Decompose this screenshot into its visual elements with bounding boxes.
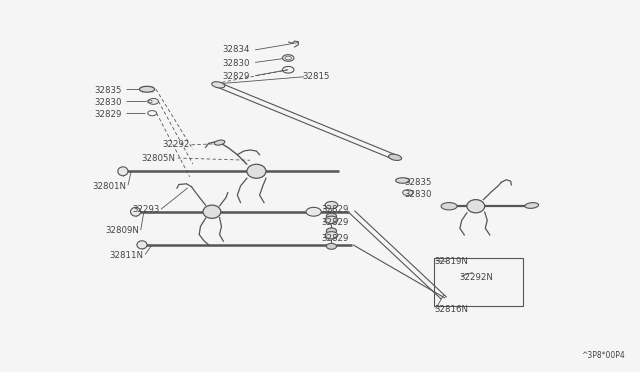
Text: 32829: 32829 [321,234,349,243]
Text: 32829: 32829 [321,205,349,214]
Ellipse shape [525,203,539,208]
Text: 32815: 32815 [302,72,330,81]
Ellipse shape [212,82,225,88]
Ellipse shape [137,241,147,249]
Text: 32292: 32292 [163,140,189,149]
Ellipse shape [441,202,457,210]
Circle shape [326,243,337,249]
Circle shape [326,213,337,219]
Ellipse shape [203,205,221,218]
Text: 32819N: 32819N [435,257,468,266]
Text: 32830: 32830 [94,98,122,107]
Text: 32293: 32293 [132,205,160,214]
Text: 32835: 32835 [404,178,431,187]
Ellipse shape [247,164,266,178]
Text: 32805N: 32805N [141,154,175,163]
Text: 32829: 32829 [94,110,122,119]
Text: ^3P8*00P4: ^3P8*00P4 [582,352,625,360]
Ellipse shape [388,154,401,160]
Text: 32816N: 32816N [435,305,468,314]
Circle shape [306,207,321,216]
Text: 32830: 32830 [223,60,250,68]
Ellipse shape [467,200,484,213]
Ellipse shape [131,207,141,216]
Text: 32829: 32829 [223,72,250,81]
Text: 32830: 32830 [404,190,431,199]
Text: 32292N: 32292N [460,273,493,282]
Circle shape [282,55,294,61]
Ellipse shape [140,86,155,92]
Text: 32809N: 32809N [105,227,139,235]
Text: 32835: 32835 [94,86,122,95]
Circle shape [325,216,338,224]
Circle shape [403,190,413,196]
Ellipse shape [118,167,128,176]
Ellipse shape [214,140,225,145]
Text: 32829: 32829 [321,218,349,227]
Circle shape [326,228,337,234]
Text: 32811N: 32811N [109,251,143,260]
Ellipse shape [396,178,410,183]
Circle shape [325,232,338,239]
Circle shape [325,202,338,209]
Text: 32834: 32834 [223,45,250,54]
Bar [435,258,524,305]
Circle shape [148,99,159,104]
Text: 32801N: 32801N [92,182,126,190]
